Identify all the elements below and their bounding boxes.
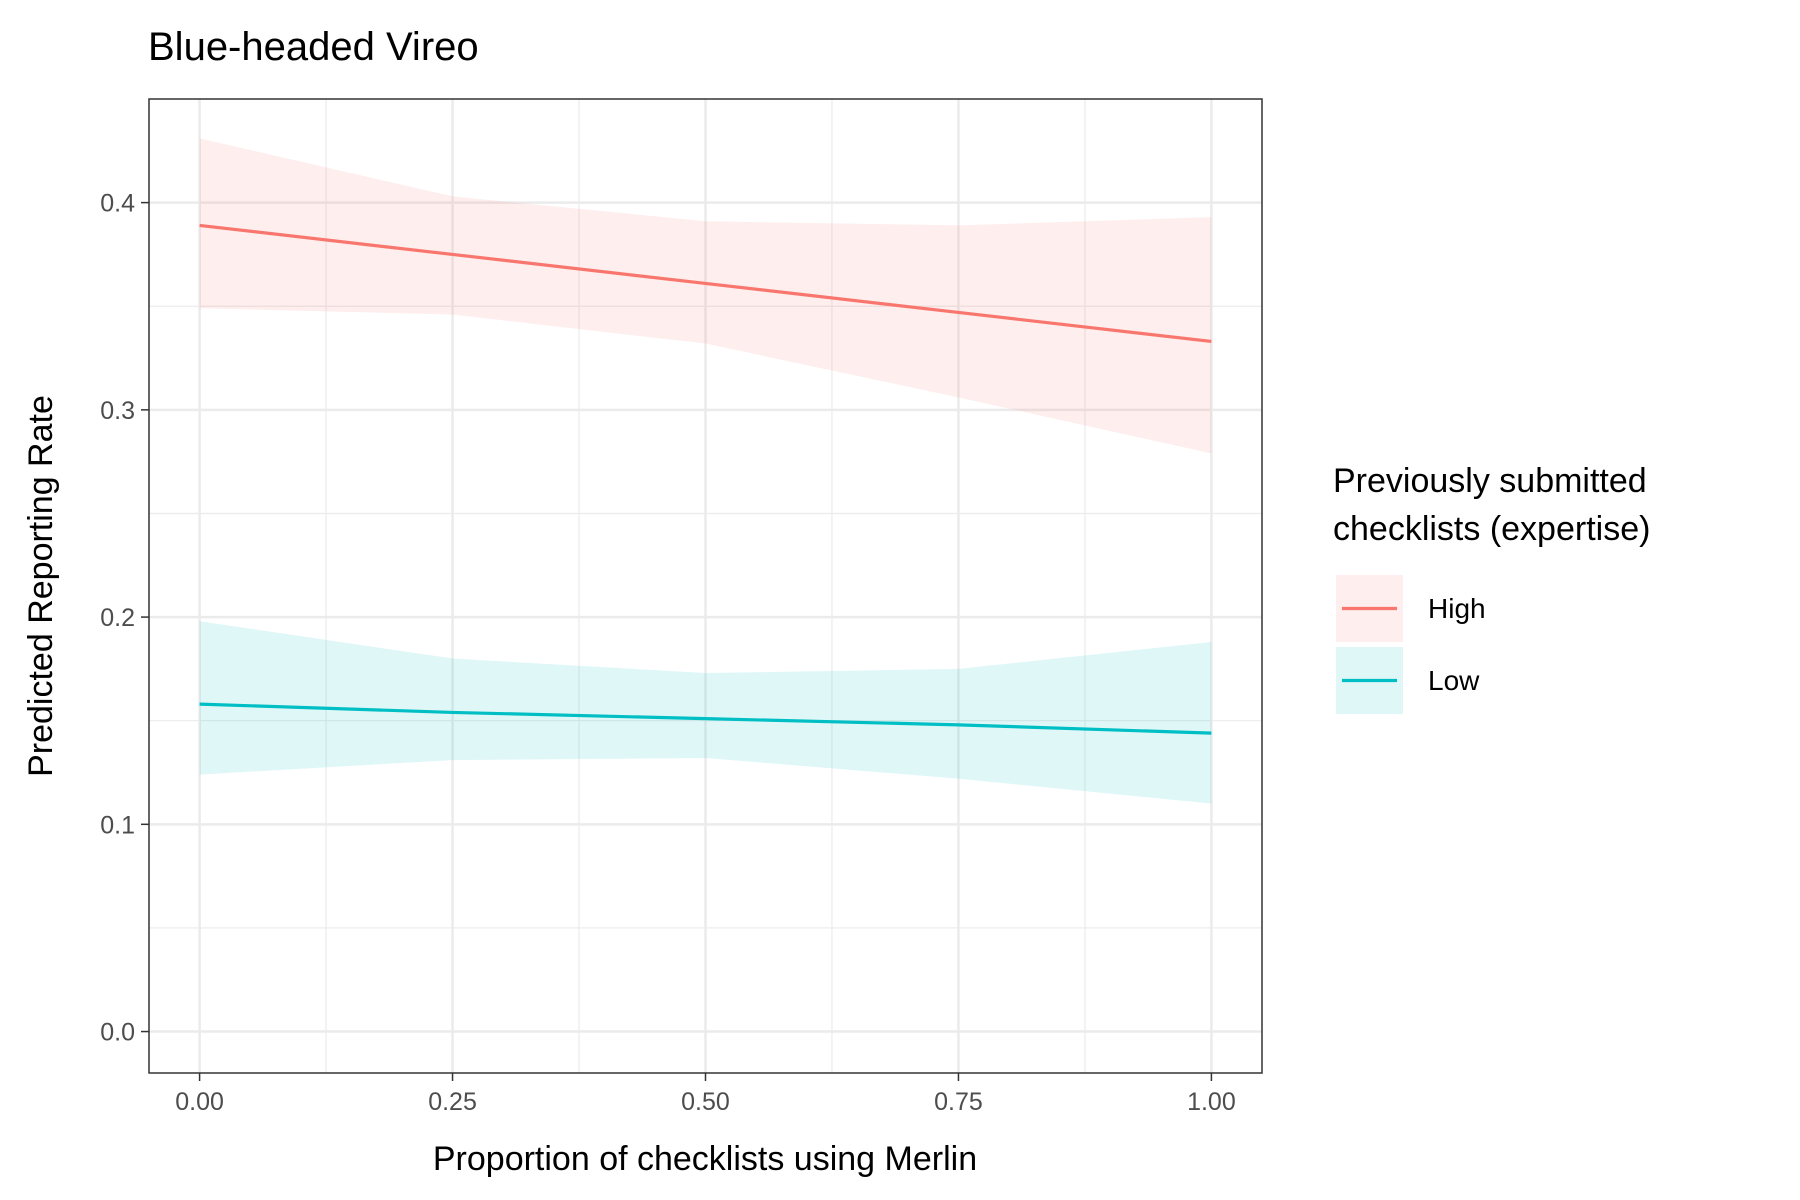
y-axis-title: Predicted Reporting Rate	[22, 395, 60, 777]
legend-label-low: Low	[1428, 665, 1480, 696]
y-tick-label: 0.2	[100, 604, 135, 632]
legend-title-line-1: Previously submitted	[1333, 462, 1647, 500]
x-axis: 0.00 0.25 0.50 0.75 1.00	[175, 1073, 1236, 1116]
y-tick-label: 0.0	[100, 1019, 135, 1047]
ribbon-low	[199, 621, 1212, 804]
x-tick-label: 0.50	[681, 1088, 730, 1116]
x-tick-label: 1.00	[1187, 1088, 1236, 1116]
x-tick-label: 0.75	[934, 1088, 983, 1116]
x-tick-label: 0.25	[428, 1088, 477, 1116]
x-axis-title: Proportion of checklists using Merlin	[433, 1140, 977, 1178]
legend-title-line-2: checklists (expertise)	[1333, 510, 1650, 548]
y-tick-label: 0.1	[100, 811, 135, 839]
ribbon-high	[199, 138, 1212, 454]
y-tick-label: 0.3	[100, 397, 135, 425]
line-high	[199, 223, 1212, 344]
line-low	[199, 702, 1212, 735]
x-tick-label: 0.00	[175, 1088, 224, 1116]
legend: Previously submitted checklists (experti…	[1333, 462, 1650, 714]
series-lines	[199, 223, 1212, 735]
major-gridlines	[149, 99, 1262, 1073]
chart-title: Blue-headed Vireo	[148, 25, 479, 69]
y-tick-label: 0.4	[100, 190, 135, 218]
y-axis: 0.0 0.1 0.2 0.3 0.4	[100, 190, 149, 1047]
legend-label-high: High	[1428, 593, 1486, 624]
confidence-ribbons	[199, 138, 1212, 804]
